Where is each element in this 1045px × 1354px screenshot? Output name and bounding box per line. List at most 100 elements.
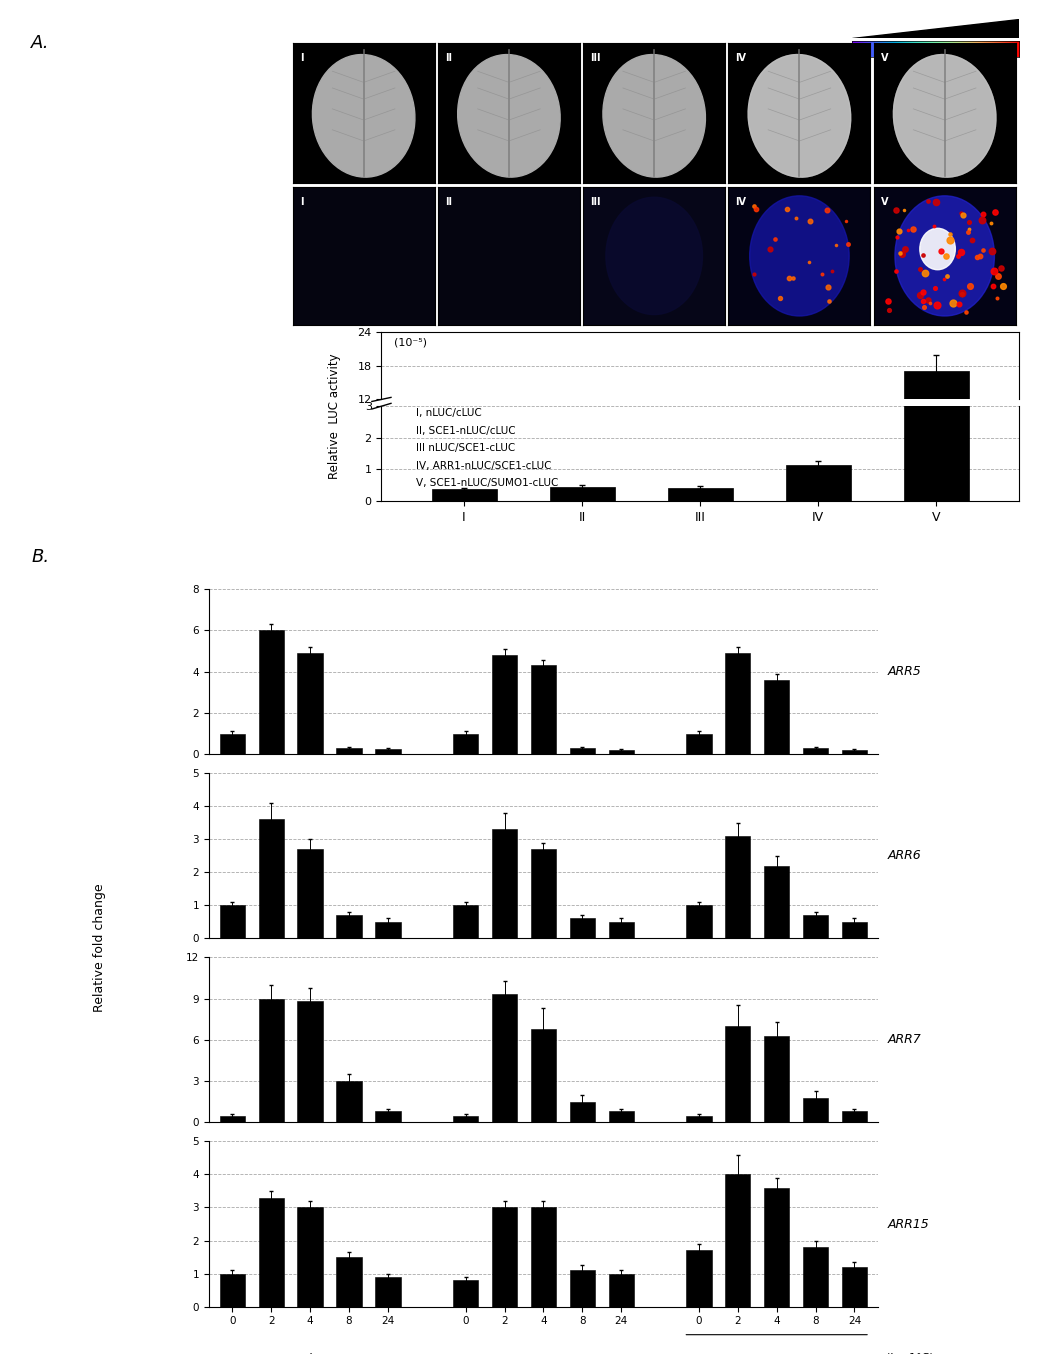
Bar: [219, 1274, 245, 1307]
Bar: [687, 906, 712, 938]
Text: (10⁻⁵): (10⁻⁵): [394, 337, 427, 347]
Ellipse shape: [893, 54, 996, 177]
Bar: [375, 922, 400, 938]
Text: IV: IV: [736, 53, 746, 64]
Bar: [298, 1002, 323, 1122]
Bar: [803, 1247, 829, 1307]
Bar: [452, 1280, 479, 1307]
Bar: [336, 915, 362, 938]
Bar: [842, 1112, 867, 1122]
Text: ARR5: ARR5: [888, 665, 922, 678]
Bar: [219, 734, 245, 754]
Bar: [531, 849, 556, 938]
Bar: [904, 371, 969, 467]
Ellipse shape: [749, 196, 850, 315]
Bar: [803, 747, 829, 754]
Ellipse shape: [606, 198, 702, 314]
Bar: [786, 460, 851, 467]
Text: III nLUC/SCE1-cLUC: III nLUC/SCE1-cLUC: [417, 443, 516, 454]
Bar: [336, 747, 362, 754]
Text: II, SCE1-nLUC/cLUC: II, SCE1-nLUC/cLUC: [417, 425, 516, 436]
Bar: [725, 835, 750, 938]
Ellipse shape: [312, 54, 415, 177]
Ellipse shape: [748, 54, 851, 177]
Text: Relative fold change: Relative fold change: [93, 884, 106, 1011]
Bar: [298, 849, 323, 938]
Bar: [803, 1098, 829, 1122]
Bar: [725, 1026, 750, 1122]
Bar: [803, 915, 829, 938]
Bar: [219, 906, 245, 938]
Bar: [531, 1208, 556, 1307]
Bar: [336, 1080, 362, 1122]
Bar: [550, 464, 614, 467]
Bar: [842, 922, 867, 938]
Bar: [492, 994, 517, 1122]
Bar: [452, 1116, 479, 1122]
Bar: [842, 1267, 867, 1307]
Ellipse shape: [895, 196, 995, 315]
Bar: [219, 1116, 245, 1122]
Bar: [668, 464, 733, 467]
Bar: [550, 486, 614, 501]
Text: ARR6: ARR6: [888, 849, 922, 862]
Bar: [258, 1197, 284, 1307]
Bar: [842, 750, 867, 754]
Bar: [764, 1036, 789, 1122]
Bar: [570, 1270, 595, 1307]
Bar: [452, 734, 479, 754]
Bar: [608, 922, 634, 938]
Bar: [375, 749, 400, 754]
Ellipse shape: [748, 54, 851, 177]
Polygon shape: [852, 19, 1019, 38]
Bar: [668, 487, 733, 501]
Bar: [531, 665, 556, 754]
Text: B.: B.: [31, 548, 49, 566]
Text: II: II: [445, 53, 451, 64]
Bar: [492, 829, 517, 938]
Bar: [764, 865, 789, 938]
Bar: [608, 1112, 634, 1122]
Bar: [258, 999, 284, 1122]
Bar: [432, 464, 496, 467]
Text: Relative  LUC activity: Relative LUC activity: [328, 353, 341, 479]
Text: I: I: [300, 196, 303, 207]
Ellipse shape: [603, 54, 705, 177]
Bar: [764, 680, 789, 754]
Text: IV, ARR1-nLUC/SCE1-cLUC: IV, ARR1-nLUC/SCE1-cLUC: [417, 460, 552, 471]
Text: II: II: [445, 196, 451, 207]
Ellipse shape: [920, 229, 955, 269]
Text: I: I: [300, 53, 303, 64]
Text: V: V: [881, 196, 888, 207]
Bar: [298, 1208, 323, 1307]
Bar: [336, 1257, 362, 1307]
Bar: [570, 747, 595, 754]
Bar: [725, 653, 750, 754]
Bar: [531, 1029, 556, 1122]
Bar: [258, 631, 284, 754]
Bar: [492, 655, 517, 754]
Bar: [298, 653, 323, 754]
Bar: [492, 1208, 517, 1307]
Text: ARR15: ARR15: [888, 1217, 930, 1231]
Text: ARR7: ARR7: [888, 1033, 922, 1047]
Bar: [432, 489, 496, 501]
Bar: [687, 734, 712, 754]
Text: III: III: [590, 196, 601, 207]
Bar: [786, 464, 851, 501]
Bar: [375, 1277, 400, 1307]
Bar: [570, 1102, 595, 1122]
Bar: [764, 1187, 789, 1307]
Bar: [452, 906, 479, 938]
Bar: [375, 1112, 400, 1122]
Text: A.: A.: [31, 34, 50, 51]
Ellipse shape: [893, 54, 996, 177]
Text: V: V: [881, 53, 888, 64]
Bar: [687, 1116, 712, 1122]
Bar: [570, 918, 595, 938]
Bar: [258, 819, 284, 938]
Text: I, nLUC/cLUC: I, nLUC/cLUC: [417, 408, 482, 418]
Bar: [687, 1251, 712, 1307]
Text: III: III: [590, 53, 601, 64]
Text: IV: IV: [736, 196, 746, 207]
